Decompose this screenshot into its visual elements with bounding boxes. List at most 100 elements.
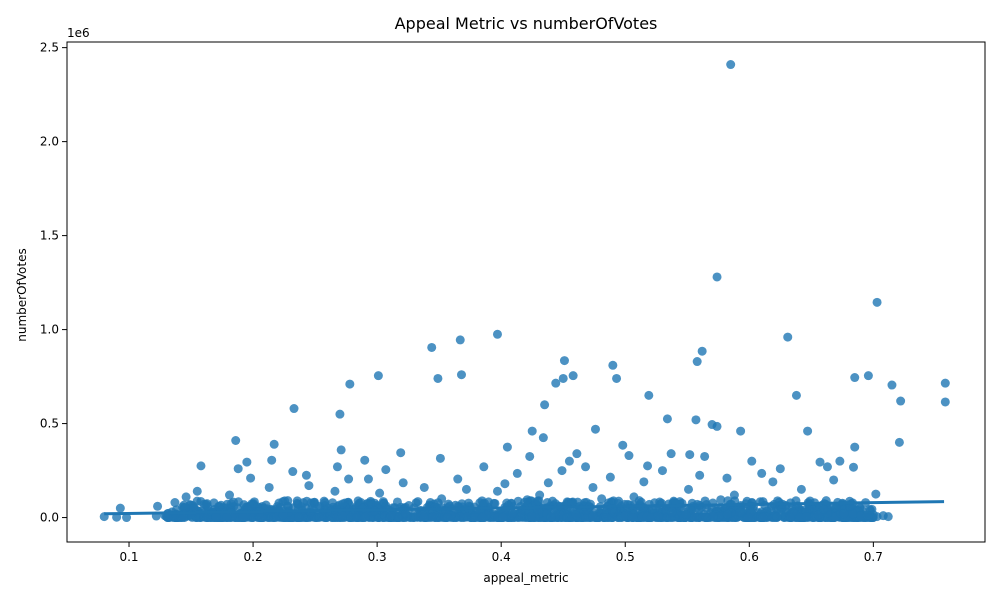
scatter-point bbox=[729, 490, 739, 500]
scatter-point bbox=[294, 512, 304, 522]
scatter-point bbox=[801, 512, 811, 522]
scatter-point bbox=[822, 462, 832, 472]
scatter-point bbox=[352, 513, 362, 523]
scatter-point bbox=[419, 513, 429, 523]
scatter-point bbox=[815, 457, 825, 467]
regression-line bbox=[104, 500, 945, 516]
y-tick-label: 0.5 bbox=[40, 417, 59, 431]
scatter-point bbox=[646, 513, 656, 523]
scatter-point bbox=[178, 512, 188, 522]
scatter-point bbox=[662, 414, 672, 424]
scatter-point bbox=[701, 513, 711, 523]
scatter-point bbox=[819, 504, 829, 514]
scatter-point bbox=[337, 511, 347, 521]
scatter-point bbox=[498, 513, 508, 523]
scatter-point bbox=[462, 512, 472, 522]
scatter-point bbox=[196, 461, 206, 471]
scatter-point bbox=[338, 499, 348, 509]
scatter-point bbox=[180, 503, 190, 513]
scatter-point bbox=[455, 335, 465, 345]
scatter-point bbox=[478, 499, 488, 509]
scatter-point bbox=[201, 499, 211, 509]
scatter-point bbox=[192, 486, 202, 496]
scatter-point bbox=[791, 390, 801, 400]
scatter-point bbox=[601, 513, 611, 523]
scatter-point bbox=[255, 513, 265, 523]
y-offset-label: 1e6 bbox=[67, 26, 90, 40]
scatter-point bbox=[274, 498, 284, 508]
scatter-point bbox=[320, 498, 330, 508]
scatter-point bbox=[722, 509, 732, 519]
scatter-point bbox=[691, 415, 701, 425]
scatter-point bbox=[336, 445, 346, 455]
scatter-point bbox=[639, 477, 649, 487]
scatter-point bbox=[330, 486, 340, 496]
scatter-point bbox=[694, 505, 704, 515]
scatter-point bbox=[490, 498, 500, 508]
scatter-point bbox=[557, 466, 567, 476]
scatter-point bbox=[264, 482, 274, 492]
scatter-point bbox=[381, 465, 391, 475]
scatter-point bbox=[181, 492, 191, 502]
scatter-point bbox=[685, 450, 695, 460]
scatter-point bbox=[378, 497, 388, 507]
scatter-point bbox=[862, 510, 872, 520]
scatter-point bbox=[479, 462, 489, 472]
scatter-point bbox=[492, 486, 502, 496]
scatter-point bbox=[396, 448, 406, 458]
scatter-point bbox=[435, 453, 445, 463]
x-tick-label: 0.6 bbox=[740, 550, 759, 564]
scatter-point bbox=[785, 513, 795, 523]
scatter-point bbox=[453, 474, 463, 484]
scatter-point bbox=[681, 510, 691, 520]
scatter-point bbox=[726, 60, 736, 70]
scatter-point bbox=[433, 373, 443, 383]
scatter-point bbox=[225, 490, 235, 500]
scatter-point bbox=[559, 356, 569, 366]
scatter-point bbox=[246, 473, 256, 483]
plot-frame bbox=[66, 41, 986, 543]
scatter-point bbox=[535, 490, 545, 500]
scatter-point bbox=[222, 512, 232, 522]
scatter-point bbox=[768, 477, 778, 487]
scatter-point bbox=[233, 464, 243, 474]
scatter-point bbox=[735, 507, 745, 517]
scatter-point bbox=[700, 451, 710, 461]
scatter-point bbox=[551, 378, 561, 388]
scatter-point bbox=[502, 442, 512, 452]
scatter-point bbox=[401, 509, 411, 519]
scatter-point bbox=[543, 478, 553, 488]
scatter-point bbox=[527, 511, 537, 521]
scatter-point bbox=[202, 513, 212, 523]
scatter-point bbox=[492, 329, 502, 339]
scatter-point bbox=[335, 409, 345, 419]
scatter-point bbox=[743, 513, 753, 523]
regression-layer bbox=[104, 500, 945, 516]
scatter-point bbox=[758, 512, 768, 522]
scatter-point bbox=[540, 400, 550, 410]
scatter-point bbox=[590, 424, 600, 434]
scatter-point bbox=[437, 494, 447, 504]
scatter-point bbox=[428, 512, 438, 522]
scatter-point bbox=[346, 513, 356, 523]
scatter-point bbox=[363, 474, 373, 484]
scatter-point bbox=[522, 495, 532, 505]
scatter-point bbox=[940, 378, 950, 388]
scatter-point bbox=[803, 426, 813, 436]
scatter-point bbox=[712, 421, 722, 431]
scatter-point bbox=[419, 482, 429, 492]
scatter-point bbox=[289, 404, 299, 414]
scatter-point bbox=[684, 484, 694, 494]
scatter-point bbox=[170, 498, 180, 508]
scatter-point bbox=[283, 496, 293, 506]
y-tick-label: 2.5 bbox=[40, 41, 59, 55]
scatter-point bbox=[796, 484, 806, 494]
scatter-point bbox=[247, 501, 257, 511]
scatter-point bbox=[214, 501, 224, 511]
scatter-point bbox=[512, 468, 522, 478]
scatter-point bbox=[850, 442, 860, 452]
scatter-point bbox=[722, 473, 732, 483]
scatter-point bbox=[608, 360, 618, 370]
scatter-point bbox=[269, 439, 279, 449]
scatter-point bbox=[525, 451, 535, 461]
